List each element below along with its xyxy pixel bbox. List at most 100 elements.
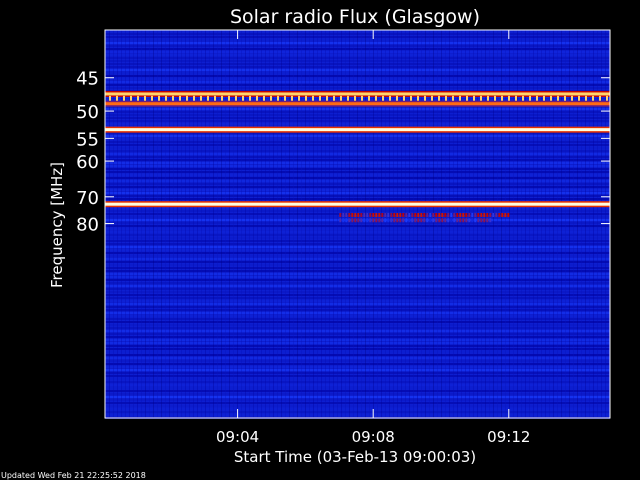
heatmap-column bbox=[213, 30, 214, 418]
heatmap-row bbox=[105, 237, 610, 239]
heatmap-row bbox=[105, 111, 610, 113]
heatmap-row bbox=[105, 351, 610, 353]
heatmap-column bbox=[325, 30, 326, 418]
heatmap-column bbox=[437, 30, 438, 418]
spectrogram-heatmap bbox=[105, 30, 610, 419]
emission-pulse bbox=[410, 95, 412, 103]
heatmap-column bbox=[581, 30, 582, 418]
emission-patch bbox=[480, 218, 483, 223]
emission-band bbox=[105, 102, 610, 106]
heatmap-row bbox=[105, 75, 610, 77]
heatmap-row bbox=[105, 345, 610, 347]
heatmap-column bbox=[409, 30, 410, 418]
heatmap-column bbox=[593, 30, 594, 418]
heatmap-column bbox=[353, 30, 354, 418]
emission-pulse bbox=[550, 95, 552, 103]
heatmap-row bbox=[105, 159, 610, 161]
heatmap-column bbox=[489, 30, 490, 418]
y-axis-label: Frequency [MHz] bbox=[48, 162, 66, 288]
emission-patch bbox=[453, 213, 456, 218]
heatmap-row bbox=[105, 189, 610, 191]
heatmap-row bbox=[105, 300, 610, 302]
updated-timestamp: Updated Wed Feb 21 22:25:52 2018 bbox=[1, 471, 146, 480]
emission-patch bbox=[360, 213, 363, 218]
heatmap-row bbox=[105, 174, 610, 176]
emission-pulse bbox=[123, 95, 125, 103]
heatmap-row bbox=[105, 192, 610, 194]
emission-patch bbox=[465, 218, 468, 223]
heatmap-column bbox=[477, 30, 478, 418]
heatmap-column bbox=[421, 30, 422, 418]
heatmap-row bbox=[105, 207, 610, 209]
heatmap-column bbox=[277, 30, 278, 418]
heatmap-column bbox=[433, 30, 434, 418]
heatmap-column bbox=[553, 30, 554, 418]
emission-patch bbox=[492, 213, 495, 218]
heatmap-row bbox=[105, 222, 610, 224]
heatmap-column bbox=[453, 30, 454, 418]
heatmap-row bbox=[105, 399, 610, 401]
heatmap-row bbox=[105, 342, 610, 344]
emission-patch bbox=[456, 213, 459, 218]
heatmap-column bbox=[237, 30, 238, 418]
heatmap-column bbox=[425, 30, 426, 418]
heatmap-column bbox=[569, 30, 570, 418]
heatmap-column bbox=[197, 30, 198, 418]
emission-pulse bbox=[508, 95, 510, 103]
heatmap-row bbox=[105, 384, 610, 386]
heatmap-row bbox=[105, 108, 610, 110]
emission-pulse bbox=[536, 95, 538, 103]
heatmap-column bbox=[129, 30, 130, 418]
heatmap-column bbox=[257, 30, 258, 418]
heatmap-row bbox=[105, 138, 610, 140]
emission-pulse bbox=[592, 95, 594, 103]
heatmap-column bbox=[285, 30, 286, 418]
emission-pulse bbox=[179, 95, 181, 103]
heatmap-row bbox=[105, 117, 610, 119]
heatmap-column bbox=[525, 30, 526, 418]
heatmap-column bbox=[173, 30, 174, 418]
heatmap-column bbox=[501, 30, 502, 418]
emission-pulse bbox=[599, 95, 601, 103]
heatmap-row bbox=[105, 336, 610, 338]
emission-patch bbox=[453, 218, 456, 223]
heatmap-row bbox=[105, 315, 610, 317]
emission-patch bbox=[435, 213, 438, 218]
heatmap-row bbox=[105, 261, 610, 263]
heatmap-column bbox=[597, 30, 598, 418]
emission-patch bbox=[357, 218, 360, 223]
heatmap-column bbox=[549, 30, 550, 418]
emission-patch bbox=[375, 218, 378, 223]
emission-pulse bbox=[291, 95, 293, 103]
heatmap-row bbox=[105, 333, 610, 335]
emission-pulse bbox=[158, 95, 160, 103]
emission-patch bbox=[420, 218, 423, 223]
heatmap-column bbox=[405, 30, 406, 418]
emission-patch bbox=[342, 213, 345, 218]
heatmap-row bbox=[105, 249, 610, 251]
heatmap-column bbox=[441, 30, 442, 418]
y-tick-label: 50 bbox=[76, 102, 99, 123]
emission-patch bbox=[435, 218, 438, 223]
y-tick-label: 80 bbox=[76, 215, 99, 236]
heatmap-row bbox=[105, 78, 610, 80]
y-tick-label: 60 bbox=[76, 152, 99, 173]
heatmap-row bbox=[105, 39, 610, 41]
emission-patch bbox=[459, 218, 462, 223]
heatmap-row bbox=[105, 297, 610, 299]
heatmap-row bbox=[105, 54, 610, 56]
heatmap-column bbox=[329, 30, 330, 418]
heatmap-row bbox=[105, 144, 610, 146]
emission-patch bbox=[417, 218, 420, 223]
emission-patch bbox=[444, 218, 447, 223]
emission-pulse bbox=[571, 95, 573, 103]
heatmap-row bbox=[105, 240, 610, 242]
emission-patch bbox=[474, 218, 477, 223]
emission-pulse bbox=[144, 95, 146, 103]
emission-patch bbox=[339, 213, 342, 218]
emission-patch bbox=[351, 218, 354, 223]
emission-patch bbox=[387, 218, 390, 223]
heatmap-row bbox=[105, 162, 610, 164]
